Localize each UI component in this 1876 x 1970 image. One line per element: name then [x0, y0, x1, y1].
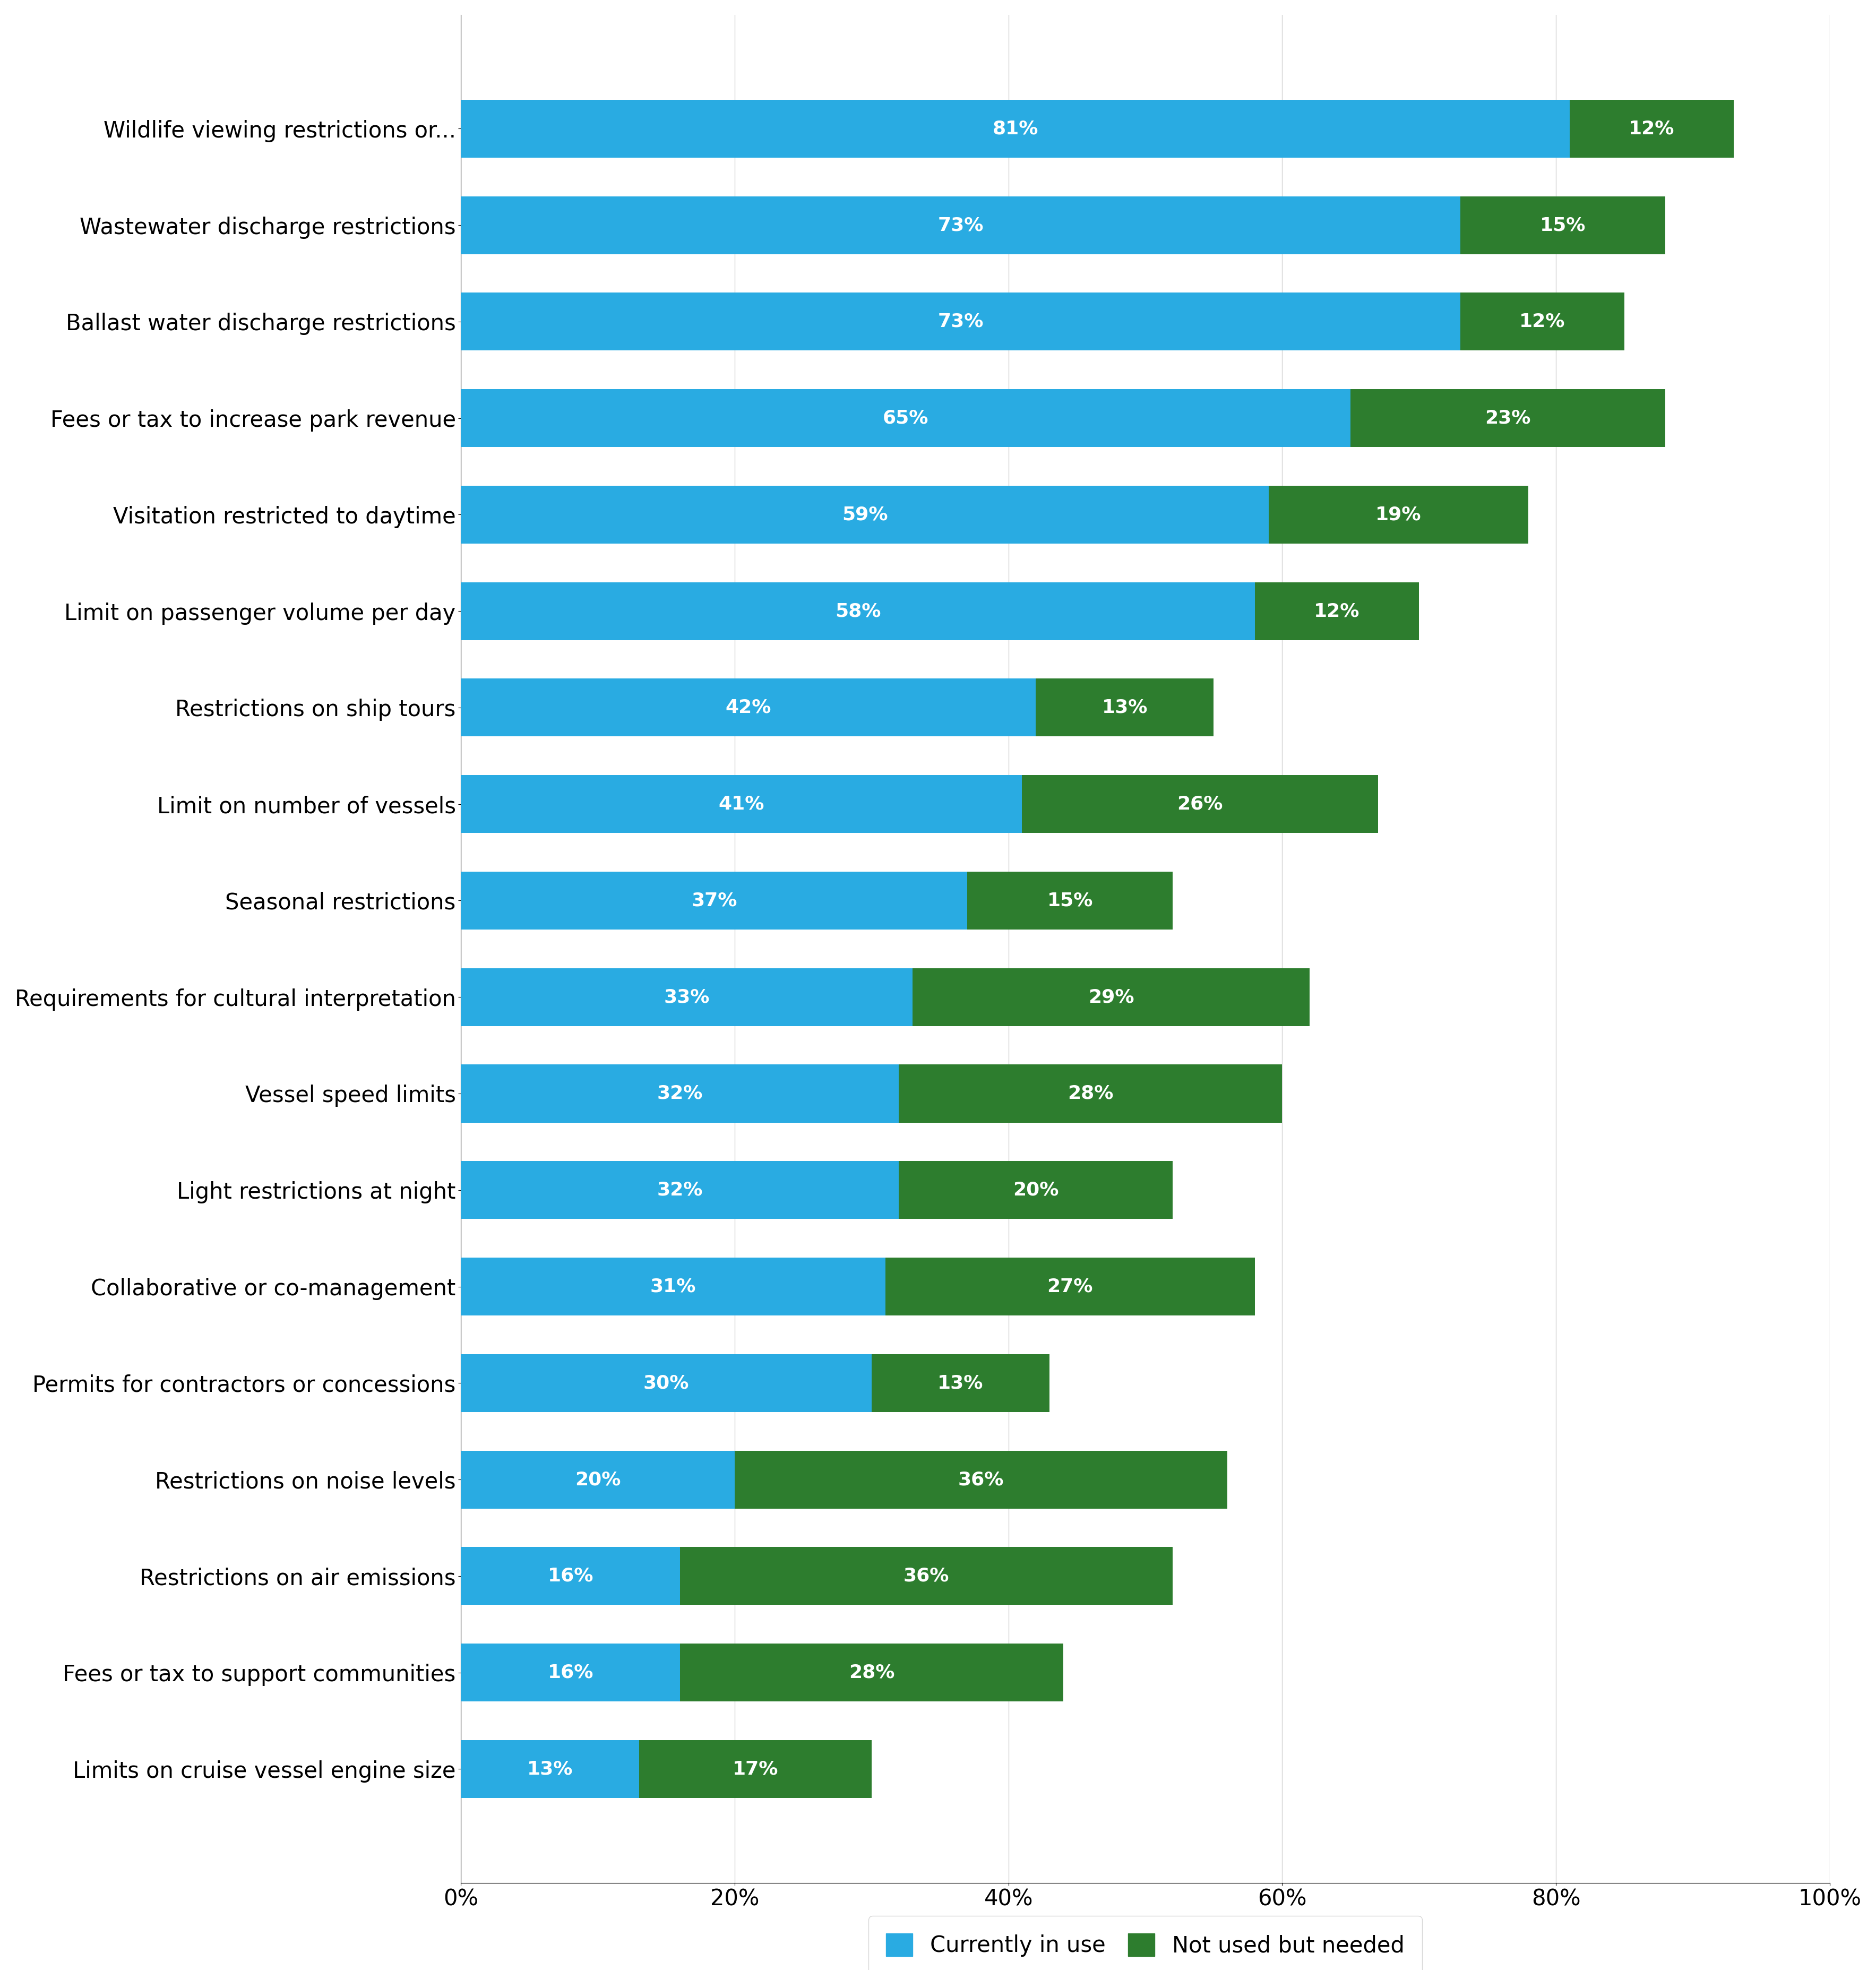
Legend: Currently in use, Not used but needed: Currently in use, Not used but needed — [869, 1915, 1422, 1970]
Text: 12%: 12% — [1520, 313, 1565, 331]
Text: 13%: 13% — [938, 1373, 983, 1393]
Text: 37%: 37% — [690, 892, 737, 910]
Text: 20%: 20% — [574, 1470, 621, 1489]
Bar — [679, 1643, 1064, 1702]
Bar — [461, 678, 1036, 737]
Text: 32%: 32% — [657, 1085, 704, 1103]
Text: 19%: 19% — [1375, 506, 1422, 524]
Bar — [461, 1064, 899, 1123]
Bar — [461, 487, 1268, 544]
Bar — [1268, 487, 1529, 544]
Bar — [679, 1546, 1172, 1606]
Text: 15%: 15% — [1047, 892, 1094, 910]
Text: 27%: 27% — [1047, 1277, 1094, 1296]
Text: 73%: 73% — [938, 217, 983, 234]
Bar — [899, 1160, 1172, 1219]
Text: 16%: 16% — [548, 1566, 593, 1586]
Bar — [1460, 294, 1625, 351]
Bar — [461, 871, 968, 930]
Bar — [1460, 197, 1666, 254]
Bar — [461, 1450, 735, 1509]
Text: 29%: 29% — [1088, 989, 1135, 1007]
Bar — [461, 967, 912, 1026]
Bar — [461, 197, 1460, 254]
Bar — [461, 294, 1460, 351]
Text: 13%: 13% — [527, 1759, 572, 1779]
Bar — [1570, 100, 1733, 158]
Text: 31%: 31% — [651, 1277, 696, 1296]
Bar — [1351, 390, 1666, 447]
Text: 65%: 65% — [884, 410, 929, 427]
Text: 36%: 36% — [904, 1566, 949, 1586]
Text: 42%: 42% — [726, 699, 771, 717]
Bar — [735, 1450, 1227, 1509]
Bar — [1036, 678, 1214, 737]
Bar — [461, 1546, 679, 1606]
Bar — [461, 100, 1570, 158]
Text: 26%: 26% — [1176, 796, 1223, 814]
Bar — [885, 1257, 1255, 1316]
Bar — [872, 1353, 1049, 1412]
Text: 81%: 81% — [992, 120, 1037, 138]
Bar — [640, 1740, 872, 1799]
Text: 36%: 36% — [959, 1470, 1004, 1489]
Text: 32%: 32% — [657, 1182, 704, 1200]
Text: 16%: 16% — [548, 1663, 593, 1682]
Bar — [461, 1257, 885, 1316]
Text: 58%: 58% — [835, 603, 882, 621]
Text: 59%: 59% — [842, 506, 887, 524]
Text: 17%: 17% — [732, 1759, 779, 1779]
Bar — [912, 967, 1309, 1026]
Bar — [461, 581, 1255, 640]
Text: 28%: 28% — [1067, 1085, 1114, 1103]
Bar — [968, 871, 1172, 930]
Bar — [461, 1740, 640, 1799]
Text: 20%: 20% — [1013, 1182, 1058, 1200]
Bar — [461, 774, 1022, 833]
Text: 12%: 12% — [1313, 603, 1360, 621]
Bar — [899, 1064, 1281, 1123]
Bar — [461, 390, 1351, 447]
Bar — [1022, 774, 1379, 833]
Text: 13%: 13% — [1101, 699, 1148, 717]
Text: 73%: 73% — [938, 313, 983, 331]
Text: 30%: 30% — [643, 1373, 688, 1393]
Text: 15%: 15% — [1540, 217, 1585, 234]
Bar — [1255, 581, 1418, 640]
Text: 41%: 41% — [719, 796, 765, 814]
Text: 33%: 33% — [664, 989, 709, 1007]
Bar — [461, 1160, 899, 1219]
Text: 23%: 23% — [1486, 410, 1531, 427]
Text: 12%: 12% — [1628, 120, 1675, 138]
Bar — [461, 1353, 872, 1412]
Text: 28%: 28% — [848, 1663, 895, 1682]
Bar — [461, 1643, 679, 1702]
